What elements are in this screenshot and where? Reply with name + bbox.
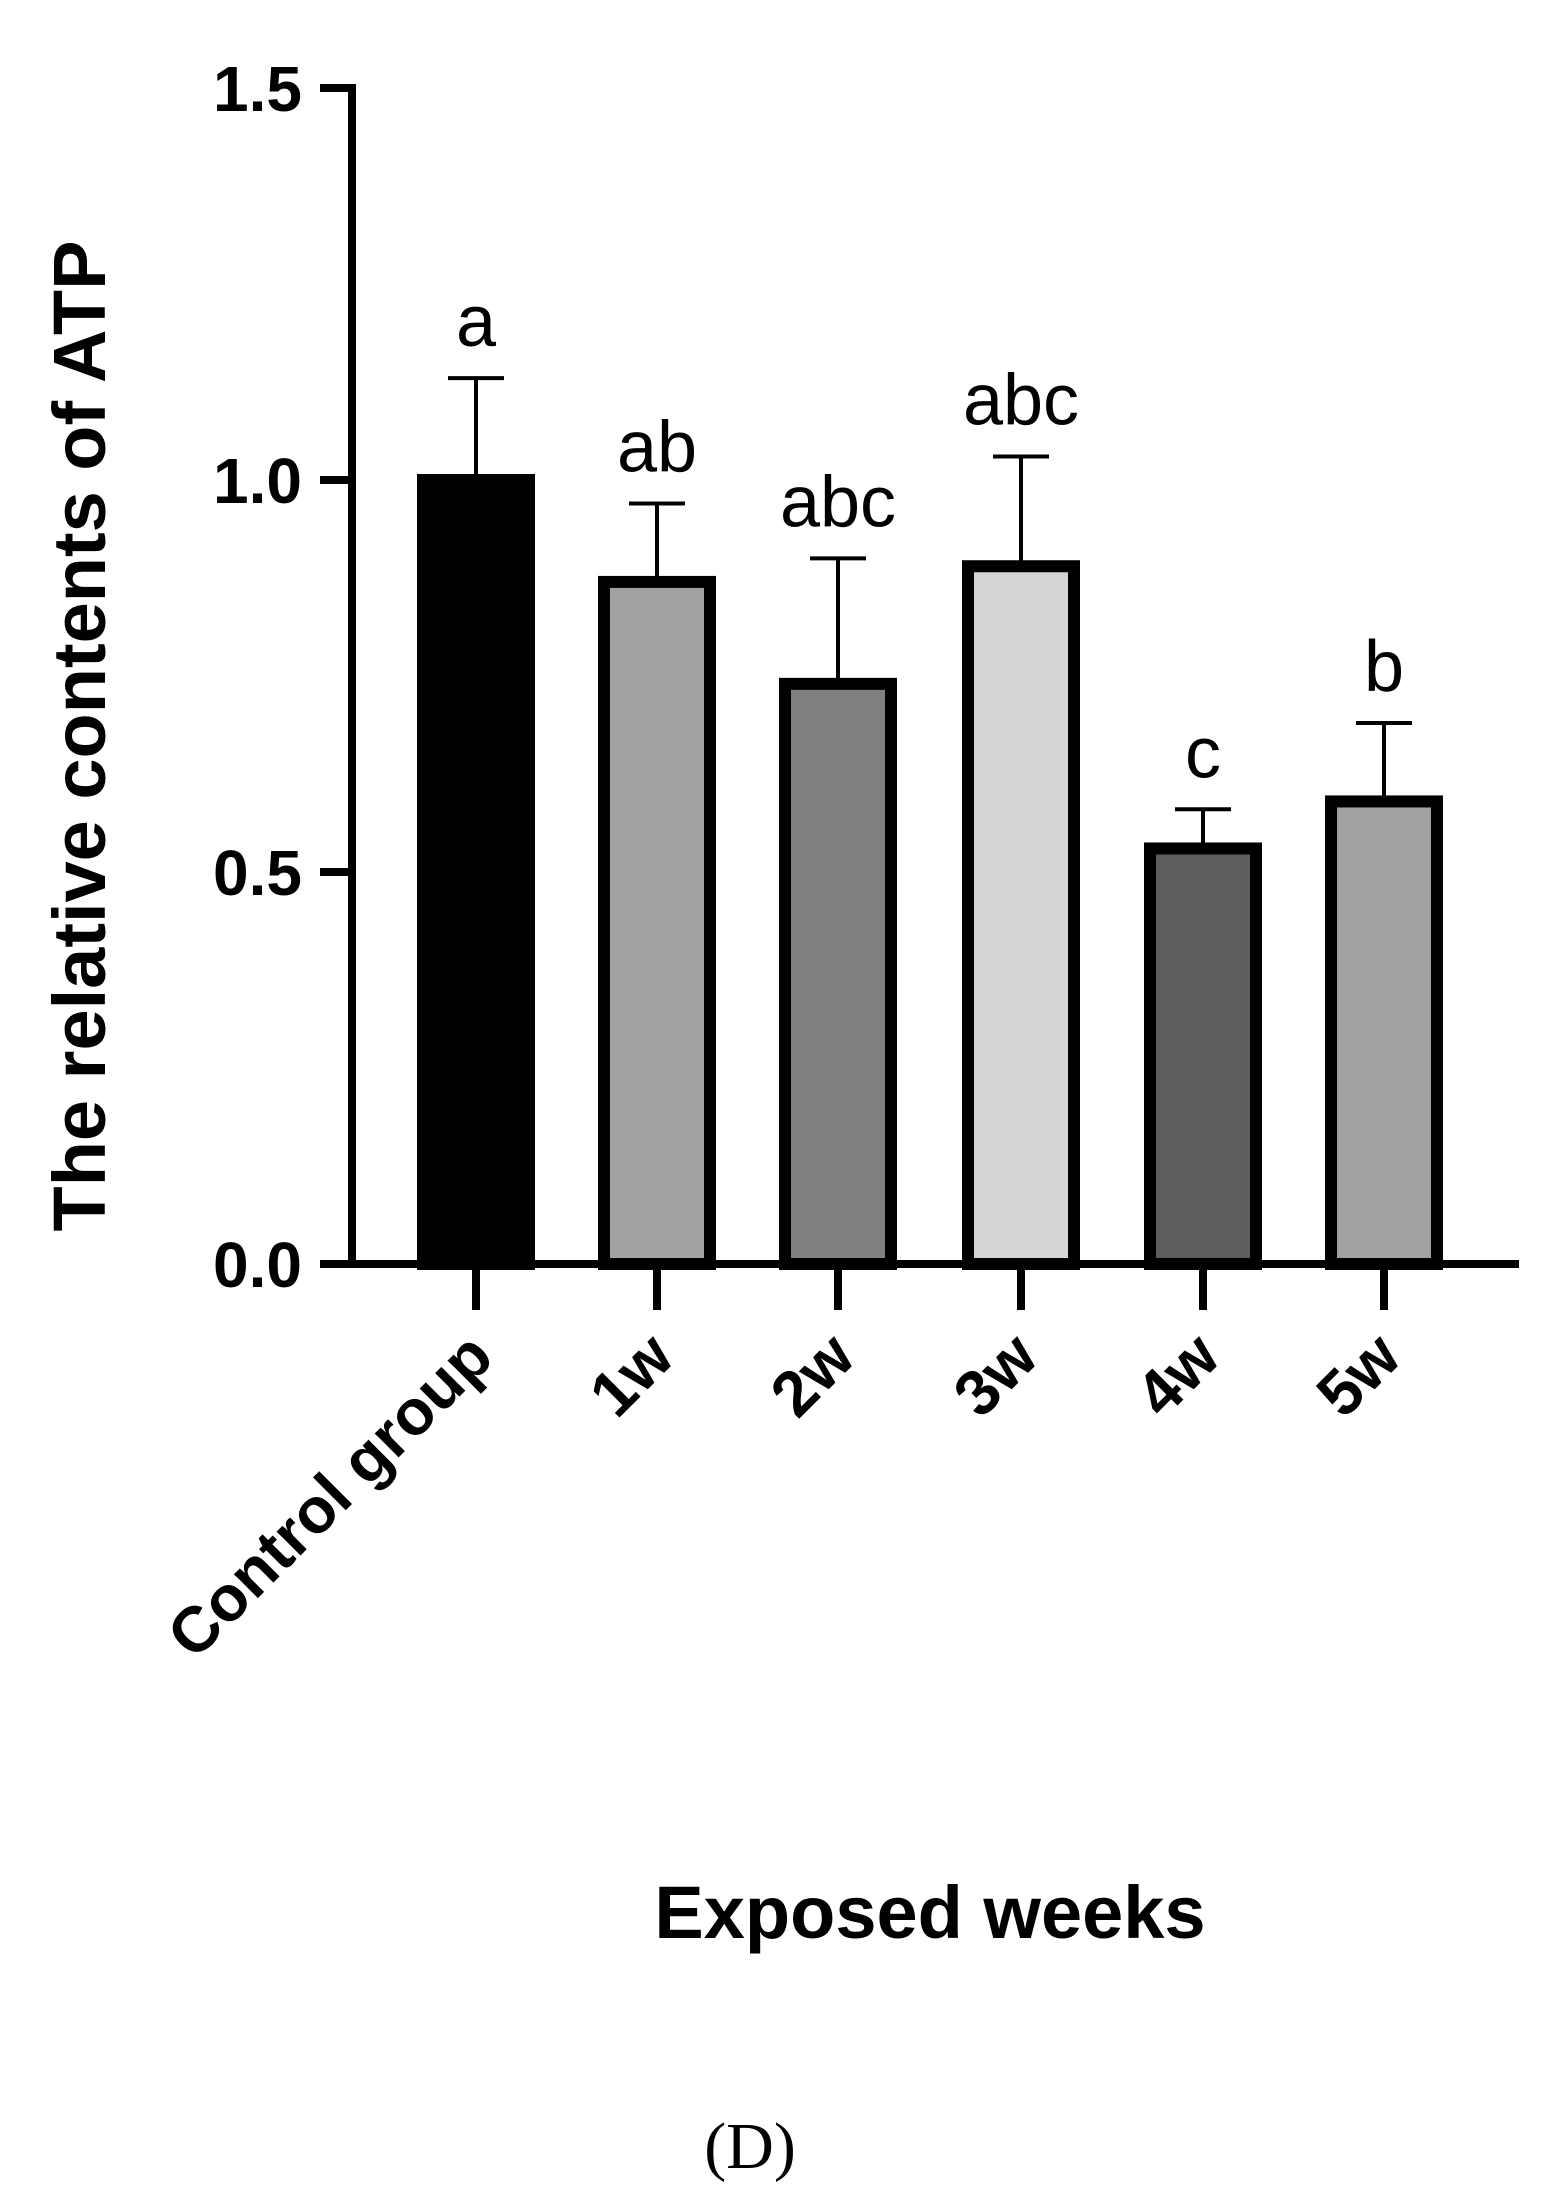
bar-group: a (417, 282, 535, 1270)
y-ticks: 0.0 0.5 1.0 1.5 (213, 53, 352, 1301)
panel-label: (D) (704, 2110, 796, 2183)
y-tick-label: 0.0 (213, 1229, 302, 1301)
bar-group: abc (779, 462, 897, 1270)
significance-label: c (1185, 713, 1221, 793)
x-ticks: Control group 1w 2w 3w 4w 5w (153, 1264, 1414, 1672)
bar (962, 560, 1080, 1270)
y-tick-label: 1.5 (213, 53, 302, 125)
y-axis-title: The relative contents of ATP (38, 241, 121, 1232)
bar-group: b (1325, 627, 1443, 1270)
significance-label: ab (617, 408, 697, 488)
x-tick-label: 2w (757, 1319, 868, 1430)
significance-label: a (456, 282, 497, 362)
bar (1325, 795, 1443, 1270)
bar (417, 474, 535, 1270)
y-tick-label: 0.5 (213, 837, 302, 909)
x-tick-label: Control group (153, 1319, 506, 1672)
x-tick-label: 3w (940, 1319, 1051, 1430)
bar (779, 677, 897, 1270)
axes (348, 84, 1519, 1268)
y-tick-label: 1.0 (213, 445, 302, 517)
bar (598, 575, 716, 1270)
significance-label: abc (780, 462, 896, 542)
significance-label: b (1364, 627, 1404, 707)
x-axis-title: Exposed weeks (654, 1871, 1205, 1954)
significance-label: abc (963, 360, 1079, 440)
x-tick-label: 5w (1303, 1319, 1414, 1430)
bar-group: c (1144, 713, 1262, 1270)
bar-group: abc (962, 360, 1080, 1270)
x-tick-label: 4w (1122, 1319, 1233, 1430)
x-tick-label: 1w (576, 1319, 687, 1430)
bar (1144, 842, 1262, 1270)
bar-group: ab (598, 408, 716, 1270)
